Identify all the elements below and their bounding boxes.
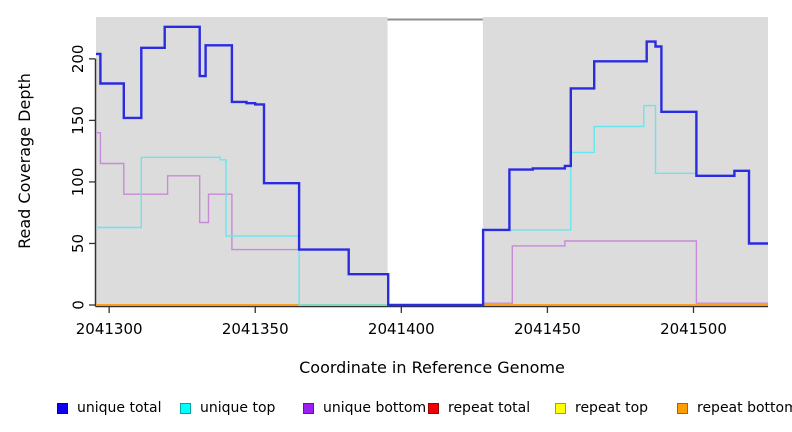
legend-item-repeat-bottom: repeat bottom — [677, 400, 792, 416]
y-tick-label: 50 — [69, 234, 87, 253]
legend-label-unique-top: unique top — [200, 400, 276, 416]
plot-background-layer — [96, 17, 768, 306]
series-layer — [96, 25, 768, 307]
series-path-unique-bottom — [96, 132, 768, 306]
legend-swatch-repeat-bottom — [677, 402, 688, 414]
x-tick-label: 2041300 — [76, 320, 143, 338]
legend: unique total unique top unique bottom re… — [0, 398, 792, 422]
legend-label-unique-total: unique total — [77, 400, 162, 416]
legend-swatch-unique-bottom — [303, 402, 314, 414]
x-tick-label: 2041350 — [222, 320, 289, 338]
legend-item-unique-bottom: unique bottom — [303, 400, 426, 416]
legend-label-repeat-total: repeat total — [448, 400, 531, 416]
x-tick-label: 2041500 — [660, 320, 727, 338]
coverage-region-background — [482, 17, 768, 306]
legend-swatch-repeat-top — [555, 402, 566, 414]
legend-label-unique-bottom: unique bottom — [323, 400, 427, 416]
series-path-unique-total — [96, 25, 768, 307]
legend-swatch-unique-top — [180, 402, 191, 414]
legend-item-unique-top: unique top — [180, 400, 275, 416]
legend-swatch-repeat-total — [428, 402, 439, 414]
legend-label-repeat-top: repeat top — [575, 400, 649, 416]
x-tick-label: 2041400 — [368, 320, 435, 338]
x-axis-title: Coordinate in Reference Genome — [299, 358, 565, 377]
x-tick-label: 2041450 — [514, 320, 581, 338]
legend-label-repeat-bottom: repeat bottom — [697, 400, 792, 416]
legend-swatch-unique-total — [57, 402, 68, 414]
coverage-region-background — [96, 17, 388, 306]
axes-layer: 2041300 2041350 2041400 2041450 2041500 0 50 10… — [69, 45, 768, 338]
y-tick-label: 0 — [69, 300, 87, 310]
legend-item-unique-total: unique total — [57, 400, 161, 416]
coverage-chart: 2041300 2041350 2041400 2041450 2041500 0 50 10… — [15, 17, 768, 377]
legend-item-repeat-top: repeat top — [555, 400, 648, 416]
y-tick-label: 150 — [69, 106, 87, 135]
y-axis-title: Read Coverage Depth — [15, 73, 34, 249]
y-tick-label: 100 — [69, 168, 87, 197]
legend-item-repeat-total: repeat total — [428, 400, 530, 416]
y-tick-label: 200 — [69, 45, 87, 74]
